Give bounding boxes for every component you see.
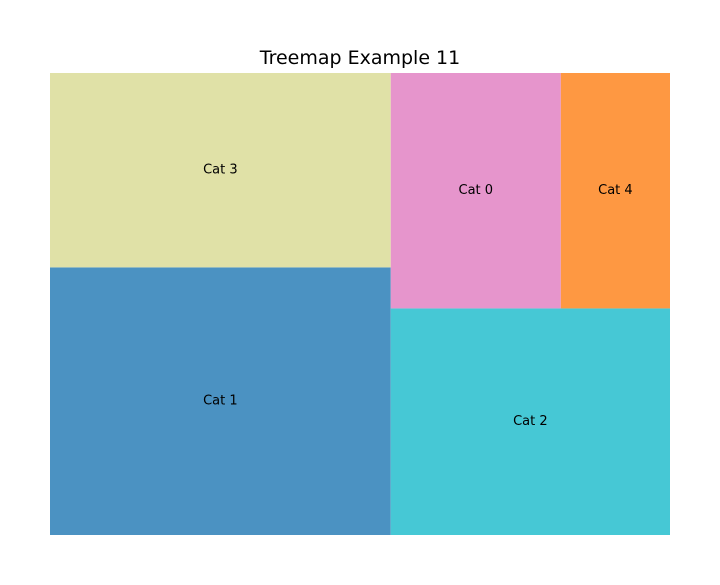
treemap-label-cat-4: Cat 4	[598, 183, 633, 198]
treemap-label-cat-2: Cat 2	[513, 414, 548, 429]
chart-title: Treemap Example 11	[259, 47, 460, 69]
treemap-cell-cat-4	[560, 73, 670, 309]
treemap-cell-cat-1	[50, 267, 391, 535]
treemap-cell-cat-3	[50, 73, 391, 268]
treemap-label-cat-0: Cat 0	[459, 183, 494, 198]
treemap-label-cat-3: Cat 3	[203, 163, 238, 178]
treemap-cell-cat-0	[390, 73, 561, 309]
treemap-label-cat-1: Cat 1	[203, 394, 238, 409]
treemap-cells: Cat 1 Cat 3 Cat 2 Cat 0 Cat 4	[50, 73, 670, 535]
treemap-cell-cat-2	[390, 308, 670, 535]
